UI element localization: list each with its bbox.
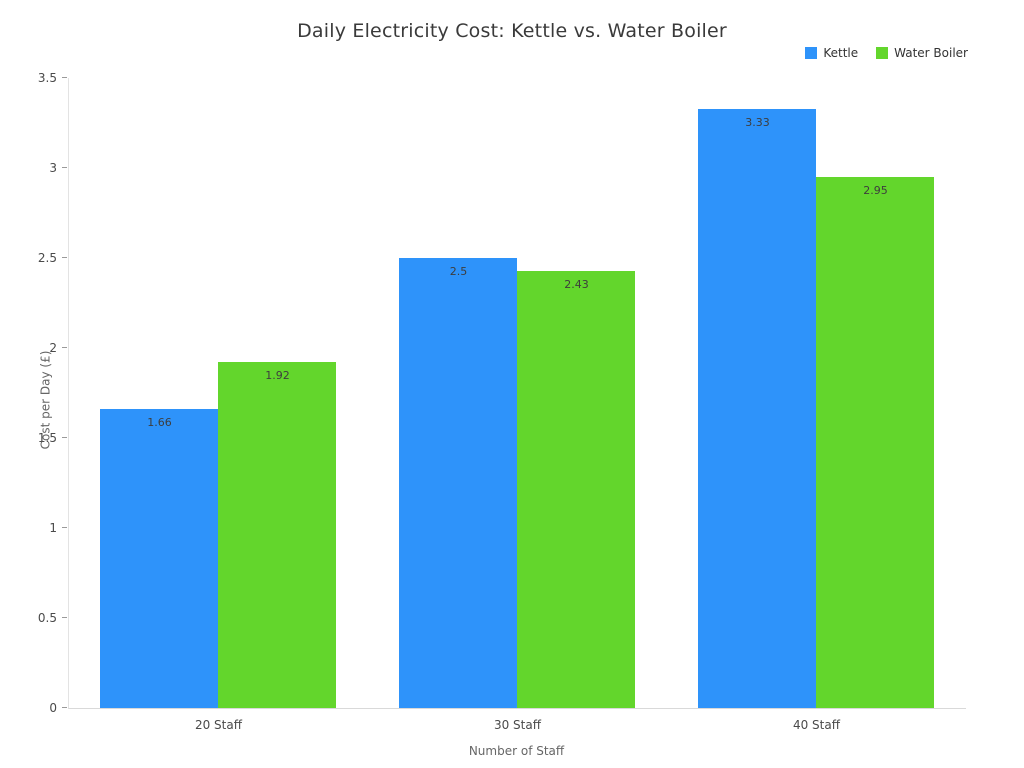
chart-title: Daily Electricity Cost: Kettle vs. Water… [297,20,727,42]
bar-kettle-30-staff: 2.5 [399,258,518,708]
bar-value-label: 2.95 [863,184,888,197]
plot-area: 0 0.5 1 1.5 2 2.5 3 3.5 1.66 1.92 20 Staff 2.5 2.43 3… [38,71,966,732]
bar-kettle-20-staff: 1.66 [100,409,219,708]
y-tick-mark [62,347,67,348]
bar-value-label: 2.5 [449,265,468,278]
y-tick-label: 2 [49,341,57,355]
legend-label: Kettle [823,46,859,60]
y-tick-label: 3 [49,161,57,175]
y-tick-label: 0.5 [37,611,57,625]
bar-water-boiler-30-staff: 2.43 [517,270,636,708]
y-tick-label: 1 [49,521,57,535]
bar-group-20-staff: 1.66 1.92 20 Staff [69,78,368,732]
y-tick-mark [62,167,67,168]
bar-value-label: 1.66 [147,416,172,430]
bar-kettle-40-staff: 3.33 [698,108,817,708]
y-tick-mark [62,257,67,258]
bar-group-40-staff: 3.33 2.95 40 Staff [667,78,966,732]
x-tick-label: 30 Staff [493,718,541,732]
y-tick-mark [62,707,67,708]
x-axis-title: Number of Staff [468,744,565,758]
legend-item-kettle: Kettle [805,46,858,60]
bar-value-label: 2.43 [564,277,589,291]
y-tick-label: 0 [49,701,57,715]
bar-water-boiler-40-staff: 2.95 [816,177,935,708]
legend: Kettle Water Boiler [805,46,968,60]
bar-water-boiler-20-staff: 1.92 [218,362,337,708]
bar-value-label: 1.92 [265,369,290,383]
legend-item-water-boiler: Water Boiler [876,46,968,60]
legend-swatch-water-boiler [876,47,889,59]
legend-swatch-kettle [805,47,818,59]
y-axis-title: Cost per Day (£) [38,350,53,450]
y-tick-mark [62,527,67,528]
bar-value-label: 3.33 [745,115,770,129]
y-tick-mark [62,617,67,618]
y-tick-label: 3.5 [37,71,57,85]
x-tick-label: 40 Staff [792,718,840,732]
x-tick-label: 20 Staff [194,718,242,732]
y-tick-label: 2.5 [37,251,57,265]
y-tick-mark [62,437,67,438]
y-tick-mark [62,77,67,78]
bar-group-30-staff: 2.5 2.43 30 Staff [368,78,667,732]
legend-label: Water Boiler [894,46,968,60]
y-tick-label: 1.5 [37,431,57,445]
